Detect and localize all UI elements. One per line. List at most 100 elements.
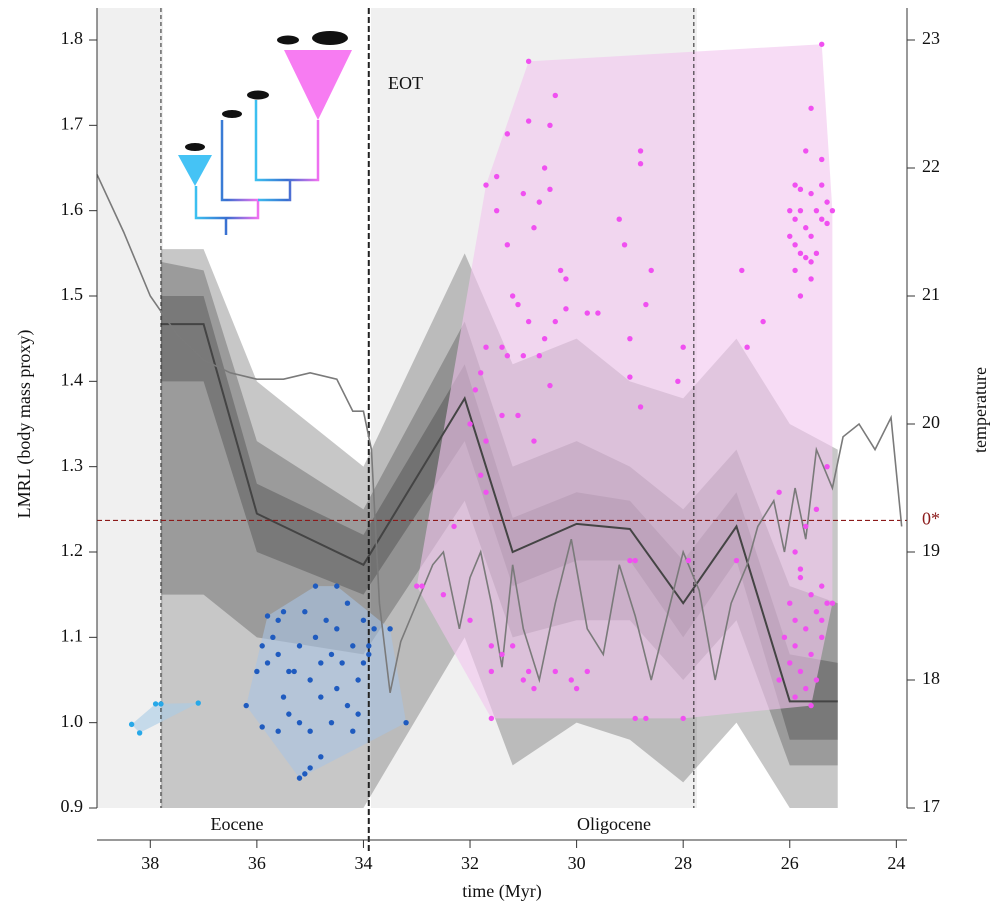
data-point [637, 148, 644, 154]
x-tick-label: 30 [568, 853, 586, 873]
data-point [158, 701, 164, 707]
data-point [254, 668, 260, 675]
data-point [291, 668, 297, 675]
data-point [685, 557, 692, 564]
background-band [97, 8, 163, 808]
x-tick-label: 36 [248, 853, 266, 873]
data-point [563, 276, 569, 282]
data-point [813, 207, 820, 214]
x-tick-label: 26 [781, 853, 799, 873]
data-point [318, 754, 324, 760]
data-point [302, 771, 308, 777]
data-point [275, 617, 281, 623]
data-point [808, 591, 814, 598]
data-point [819, 182, 825, 188]
phylogeny-icon [178, 31, 352, 235]
data-point [808, 702, 814, 709]
y-tick-label: 1.6 [61, 199, 84, 219]
data-point [627, 335, 633, 342]
y-axis-title: LMRL (body mass proxy) [14, 330, 35, 519]
data-point [627, 557, 633, 564]
data-point [344, 702, 351, 709]
y2-tick-label: 17 [922, 796, 940, 816]
data-point [509, 643, 516, 649]
data-point [819, 583, 825, 589]
data-point [808, 190, 814, 197]
data-point [499, 344, 505, 350]
data-point [302, 609, 308, 615]
y2-tick-label: 22 [922, 156, 940, 176]
data-point [152, 701, 159, 707]
data-point [499, 651, 505, 658]
data-point [414, 583, 420, 589]
data-point [499, 412, 505, 419]
data-point [525, 118, 532, 124]
data-point [259, 643, 265, 649]
data-point [829, 207, 836, 214]
data-point [568, 677, 574, 683]
data-point [813, 609, 820, 615]
data-point [797, 207, 804, 214]
data-point [819, 156, 825, 163]
data-point [334, 626, 340, 632]
data-point [563, 306, 569, 312]
data-point [355, 711, 361, 717]
data-point [270, 634, 276, 641]
data-point [787, 233, 793, 239]
data-point [536, 199, 543, 205]
data-point [477, 472, 484, 478]
x-tick-label: 24 [887, 853, 905, 873]
data-point [621, 242, 628, 248]
data-point [792, 267, 798, 274]
data-point [824, 220, 830, 227]
data-point [472, 387, 479, 393]
data-point [509, 293, 516, 299]
data-point [493, 173, 500, 180]
median-line [160, 323, 838, 703]
data-point [792, 549, 798, 555]
data-point [787, 207, 793, 214]
data-point [637, 161, 644, 167]
period-label: Oligocene [577, 814, 651, 834]
data-point [195, 700, 201, 706]
y-tick-label: 1.5 [61, 284, 84, 304]
data-point [584, 668, 590, 675]
hull [416, 44, 833, 719]
y-tick-label: 1.0 [61, 711, 84, 731]
data-point [797, 668, 804, 675]
data-point [557, 267, 564, 274]
data-point [797, 250, 804, 257]
data-point [366, 651, 372, 658]
data-point [632, 715, 638, 722]
y2-tick-label: 23 [922, 28, 940, 48]
data-point [627, 374, 633, 380]
data-point [344, 600, 351, 606]
data-point [803, 225, 809, 231]
y-tick-label: 1.1 [61, 625, 84, 645]
data-point [334, 583, 340, 589]
data-point [808, 651, 814, 658]
hull [131, 703, 199, 733]
data-point [733, 557, 740, 564]
data-point [307, 728, 313, 734]
data-point [280, 694, 287, 700]
data-point [488, 643, 495, 649]
y2-tick-label: 18 [922, 668, 940, 688]
data-point [483, 438, 489, 444]
data-point [525, 668, 532, 675]
data-point [808, 233, 814, 239]
data-point [632, 557, 638, 564]
y2-tick-label: 19 [922, 540, 940, 560]
x-tick-label: 34 [354, 853, 372, 873]
data-point [525, 58, 532, 65]
data-point [515, 412, 521, 419]
data-point [680, 344, 686, 350]
y2-tick-label: 20 [922, 412, 940, 432]
data-point [819, 617, 825, 623]
data-point [541, 335, 548, 342]
data-point [504, 353, 511, 359]
data-point [776, 489, 782, 495]
data-point [259, 724, 265, 730]
data-point [419, 583, 425, 589]
data-point [286, 711, 292, 717]
